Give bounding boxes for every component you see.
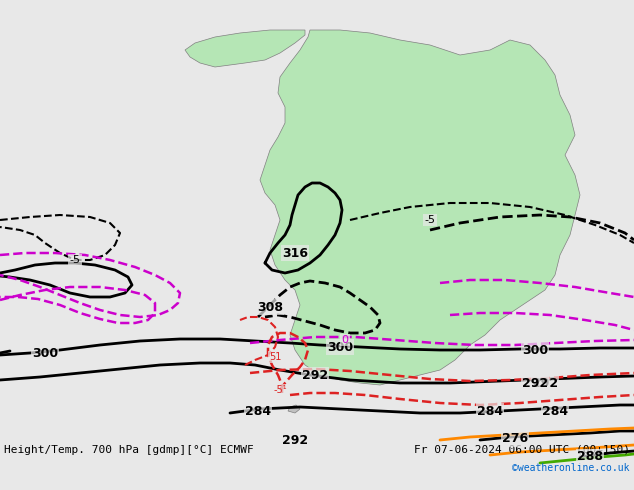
Text: 316: 316 xyxy=(282,246,308,260)
Text: 284: 284 xyxy=(477,405,503,417)
Text: 292: 292 xyxy=(302,368,328,382)
Text: 300: 300 xyxy=(32,346,58,360)
Text: 284: 284 xyxy=(245,405,271,417)
Text: -5¹: -5¹ xyxy=(273,385,287,395)
Text: 292: 292 xyxy=(522,376,548,390)
Text: 51: 51 xyxy=(269,352,281,362)
Text: -5: -5 xyxy=(425,215,436,225)
Text: 292: 292 xyxy=(532,376,558,390)
Text: 300: 300 xyxy=(522,343,548,357)
Text: Fr 07-06-2024 06:00 UTC (00+150): Fr 07-06-2024 06:00 UTC (00+150) xyxy=(414,445,630,455)
Text: ©weatheronline.co.uk: ©weatheronline.co.uk xyxy=(512,463,630,473)
Text: Height/Temp. 700 hPa [gdmp][°C] ECMWF: Height/Temp. 700 hPa [gdmp][°C] ECMWF xyxy=(4,445,254,455)
Text: 308: 308 xyxy=(257,300,283,314)
Polygon shape xyxy=(288,405,300,413)
Text: 292: 292 xyxy=(282,434,308,446)
Text: -5: -5 xyxy=(70,255,81,265)
Text: 0: 0 xyxy=(342,335,349,345)
Text: 288: 288 xyxy=(577,450,603,464)
Polygon shape xyxy=(260,30,580,385)
Text: 284: 284 xyxy=(542,405,568,417)
Text: 300: 300 xyxy=(327,341,353,353)
Polygon shape xyxy=(185,30,305,67)
Text: 276: 276 xyxy=(502,433,528,445)
